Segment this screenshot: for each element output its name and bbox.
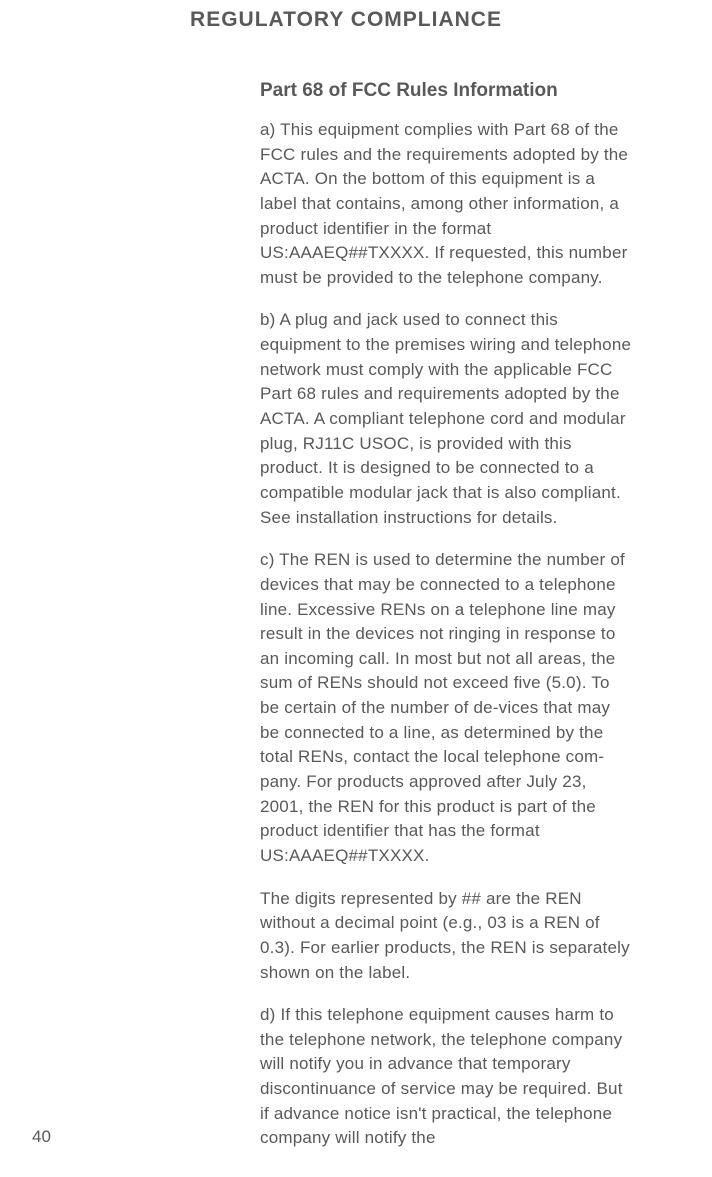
page-number: 40	[32, 1127, 51, 1147]
section-title: Part 68 of FCC Rules Information	[260, 80, 632, 102]
page-container: REGULATORY COMPLIANCE Part 68 of FCC Rul…	[0, 0, 712, 1177]
paragraph-d: d) If this telephone equipment causes ha…	[260, 1003, 632, 1151]
paragraph-b: b) A plug and jack used to connect this …	[260, 308, 632, 530]
paragraph-a: a) This equipment complies with Part 68 …	[260, 118, 632, 290]
content-area: Part 68 of FCC Rules Information a) This…	[260, 80, 632, 1151]
paragraph-ren-digits: The digits represented by ## are the REN…	[260, 887, 632, 986]
page-header-title: REGULATORY COMPLIANCE	[60, 8, 632, 32]
paragraph-c: c) The REN is used to determine the numb…	[260, 548, 632, 868]
